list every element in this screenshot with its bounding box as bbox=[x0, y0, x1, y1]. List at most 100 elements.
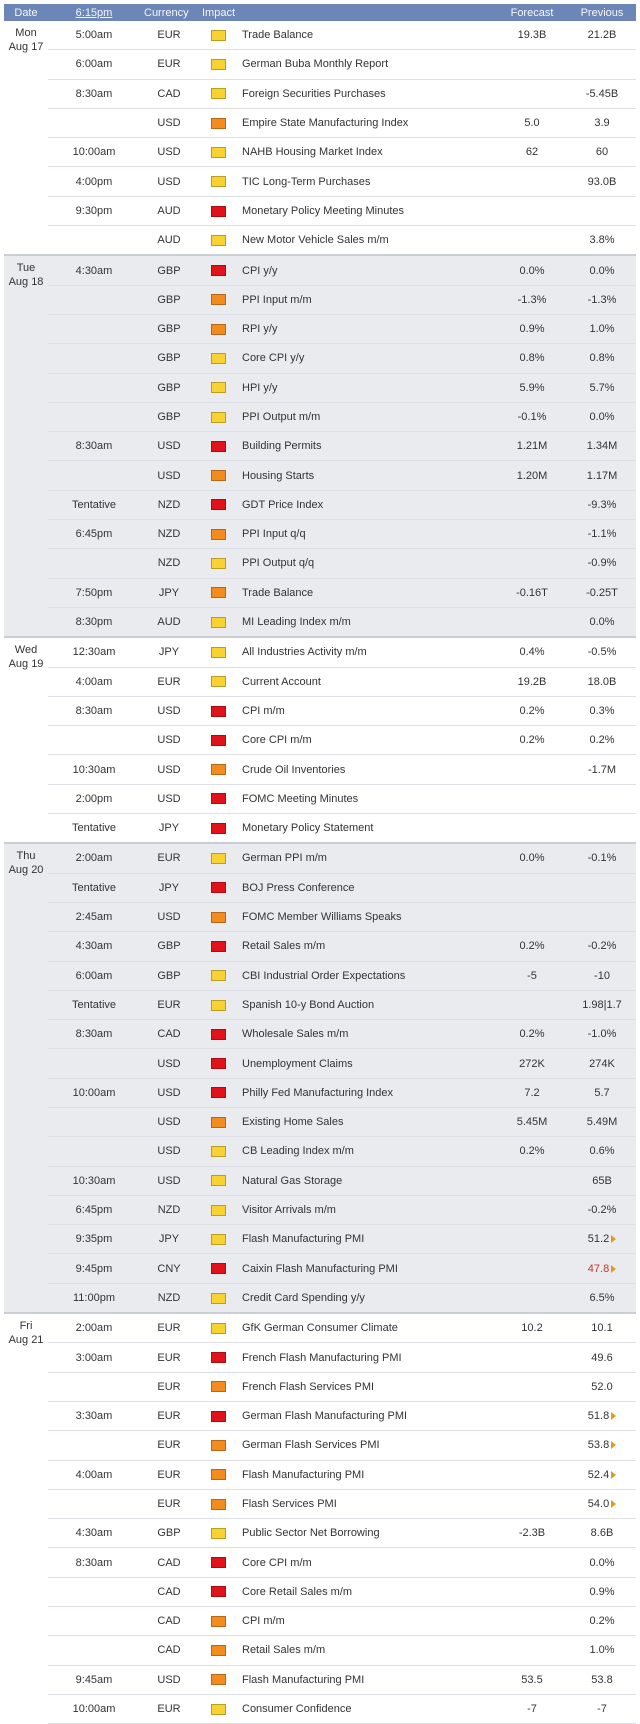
impact-low-icon[interactable] bbox=[210, 146, 226, 158]
impact-medium-icon[interactable] bbox=[210, 1469, 226, 1481]
impact-low-icon[interactable] bbox=[210, 29, 226, 41]
impact-low-icon[interactable] bbox=[210, 411, 226, 423]
event-row[interactable]: CAD Core Retail Sales m/m 0.9% bbox=[4, 1577, 636, 1608]
event-title[interactable]: German Flash Services PMI bbox=[238, 1430, 496, 1461]
event-row[interactable]: 4:30am GBP Public Sector Net Borrowing -2.3… bbox=[4, 1518, 636, 1549]
impact-low-icon[interactable] bbox=[210, 1204, 226, 1216]
event-title[interactable]: Building Permits bbox=[238, 431, 496, 462]
column-header-impact[interactable]: Impact bbox=[198, 4, 238, 21]
event-row[interactable]: 9:45am USD Flash Manufacturing PMI 53.5 53.8 bbox=[4, 1665, 636, 1695]
impact-medium-icon[interactable] bbox=[210, 323, 226, 335]
column-header-time[interactable]: 6:15pm bbox=[48, 4, 140, 21]
impact-low-icon[interactable] bbox=[210, 382, 226, 394]
event-title[interactable]: PPI Output q/q bbox=[238, 548, 496, 579]
impact-low-icon[interactable] bbox=[210, 1703, 226, 1715]
impact-high-icon[interactable] bbox=[210, 734, 226, 746]
event-title[interactable]: Wholesale Sales m/m bbox=[238, 1019, 496, 1050]
event-title[interactable]: German Buba Monthly Report bbox=[238, 49, 496, 80]
event-title[interactable]: Core CPI m/m bbox=[238, 725, 496, 756]
event-title[interactable]: Retail Sales m/m bbox=[238, 1635, 496, 1666]
column-header-currency[interactable]: Currency bbox=[140, 4, 198, 21]
impact-low-icon[interactable] bbox=[210, 646, 226, 658]
event-title[interactable]: Existing Home Sales bbox=[238, 1107, 496, 1138]
event-row[interactable]: CAD CPI m/m 0.2% bbox=[4, 1606, 636, 1637]
event-row[interactable]: Tentative NZD GDT Price Index -9.3% bbox=[4, 490, 636, 521]
impact-high-icon[interactable] bbox=[210, 822, 226, 834]
event-title[interactable]: GDT Price Index bbox=[238, 490, 496, 521]
event-row[interactable]: 6:45pm NZD PPI Input q/q -1.1% bbox=[4, 519, 636, 550]
event-row[interactable]: GBP HPI y/y 5.9% 5.7% bbox=[4, 373, 636, 403]
event-row[interactable]: 4:30am GBP Retail Sales m/m 0.2% -0.2% bbox=[4, 931, 636, 962]
impact-low-icon[interactable] bbox=[210, 353, 226, 364]
event-title[interactable]: FOMC Member Williams Speaks bbox=[238, 902, 496, 933]
event-row[interactable]: Tentative JPY BOJ Press Conference bbox=[4, 873, 636, 903]
event-title[interactable]: TIC Long-Term Purchases bbox=[238, 166, 496, 197]
impact-medium-icon[interactable] bbox=[210, 1645, 226, 1657]
event-row[interactable]: USD CB Leading Index m/m 0.2% 0.6% bbox=[4, 1136, 636, 1167]
event-title[interactable]: All Industries Activity m/m bbox=[238, 636, 496, 668]
event-row[interactable]: 3:30am EUR German Flash Manufacturing PMI 5… bbox=[4, 1401, 636, 1432]
event-title[interactable]: Monetary Policy Statement bbox=[238, 813, 496, 844]
event-title[interactable]: Spanish 10-y Bond Auction bbox=[238, 990, 496, 1021]
event-row[interactable]: 8:30am CAD Foreign Securities Purchases -5.… bbox=[4, 79, 636, 109]
event-title[interactable]: Foreign Securities Purchases bbox=[238, 79, 496, 109]
event-row[interactable]: 2:00pm USD FOMC Meeting Minutes bbox=[4, 784, 636, 815]
event-title[interactable]: PPI Input m/m bbox=[238, 285, 496, 315]
impact-low-icon[interactable] bbox=[210, 853, 226, 865]
impact-high-icon[interactable] bbox=[210, 205, 226, 217]
impact-high-icon[interactable] bbox=[210, 1028, 226, 1040]
impact-low-icon[interactable] bbox=[210, 1146, 226, 1158]
event-title[interactable]: Empire State Manufacturing Index bbox=[238, 108, 496, 139]
event-row[interactable]: Tentative EUR Spanish 10-y Bond Auction 1.9… bbox=[4, 990, 636, 1021]
event-row[interactable]: GBP Core CPI y/y 0.8% 0.8% bbox=[4, 343, 636, 374]
event-row[interactable]: 10:30am USD Natural Gas Storage 65B bbox=[4, 1166, 636, 1196]
event-row[interactable]: 7:50pm JPY Trade Balance -0.16T -0.25T bbox=[4, 578, 636, 608]
event-row[interactable]: 9:30pm AUD Monetary Policy Meeting Minutes bbox=[4, 196, 636, 227]
event-title[interactable]: Public Sector Net Borrowing bbox=[238, 1518, 496, 1549]
impact-medium-icon[interactable] bbox=[210, 911, 226, 923]
impact-medium-icon[interactable] bbox=[210, 1615, 226, 1627]
impact-high-icon[interactable] bbox=[210, 705, 226, 717]
event-row[interactable]: EUR German Flash Services PMI 53.8 bbox=[4, 1430, 636, 1461]
impact-low-icon[interactable] bbox=[210, 558, 226, 570]
event-row[interactable]: Tentative JPY Monetary Policy Statement bbox=[4, 813, 636, 844]
event-row[interactable]: Thu Aug 20 2:00am EUR German PPI m/m 0.0% -0.1… bbox=[4, 842, 636, 1314]
event-row[interactable]: 8:30pm AUD MI Leading Index m/m 0.0% bbox=[4, 607, 636, 638]
event-row[interactable]: Mon Aug 17 5:00am EUR Trade Balance 19.3B 21.2… bbox=[4, 21, 636, 256]
impact-low-icon[interactable] bbox=[210, 234, 226, 246]
event-row[interactable]: 10:30am USD Crude Oil Inventories -1.7M bbox=[4, 754, 636, 785]
event-row[interactable]: 6:45pm NZD Visitor Arrivals m/m -0.2% bbox=[4, 1195, 636, 1226]
event-row[interactable]: 3:00am EUR French Flash Manufacturing PMI 4… bbox=[4, 1342, 636, 1373]
event-title[interactable]: Housing Starts bbox=[238, 460, 496, 491]
event-title[interactable]: FOMC Meeting Minutes bbox=[238, 784, 496, 815]
event-title[interactable]: German PPI m/m bbox=[238, 842, 496, 874]
impact-low-icon[interactable] bbox=[210, 1233, 226, 1245]
event-title[interactable]: Trade Balance bbox=[238, 21, 496, 51]
impact-high-icon[interactable] bbox=[210, 793, 226, 805]
event-title[interactable]: Natural Gas Storage bbox=[238, 1166, 496, 1196]
impact-medium-icon[interactable] bbox=[210, 117, 226, 129]
event-title[interactable]: MI Leading Index m/m bbox=[238, 607, 496, 638]
event-title[interactable]: Crude Oil Inventories bbox=[238, 754, 496, 785]
event-row[interactable]: Fri Aug 21 2:00am EUR GfK German Consumer Cl… bbox=[4, 1312, 636, 1724]
impact-high-icon[interactable] bbox=[210, 1410, 226, 1422]
impact-low-icon[interactable] bbox=[210, 176, 226, 188]
impact-medium-icon[interactable] bbox=[210, 470, 226, 482]
event-row[interactable]: GBP PPI Output m/m -0.1% 0.0% bbox=[4, 402, 636, 433]
impact-low-icon[interactable] bbox=[210, 1175, 226, 1187]
event-title[interactable]: Retail Sales m/m bbox=[238, 931, 496, 962]
event-title[interactable]: HPI y/y bbox=[238, 373, 496, 403]
event-title[interactable]: French Flash Services PMI bbox=[238, 1372, 496, 1402]
revision-flag-icon[interactable] bbox=[611, 1412, 617, 1421]
event-row[interactable]: 8:30am CAD Core CPI m/m 0.0% bbox=[4, 1547, 636, 1578]
impact-medium-icon[interactable] bbox=[210, 1498, 226, 1510]
impact-medium-icon[interactable] bbox=[210, 1439, 226, 1451]
event-title[interactable]: PPI Input q/q bbox=[238, 519, 496, 550]
impact-high-icon[interactable] bbox=[210, 1058, 226, 1070]
event-title[interactable]: Credit Card Spending y/y bbox=[238, 1283, 496, 1314]
event-row[interactable]: 8:30am CAD Wholesale Sales m/m 0.2% -1.0% bbox=[4, 1019, 636, 1050]
revision-flag-icon[interactable] bbox=[611, 1441, 617, 1450]
event-row[interactable]: USD Housing Starts 1.20M 1.17M bbox=[4, 460, 636, 491]
event-title[interactable]: CB Leading Index m/m bbox=[238, 1136, 496, 1167]
column-header-date[interactable]: Date bbox=[4, 4, 48, 21]
